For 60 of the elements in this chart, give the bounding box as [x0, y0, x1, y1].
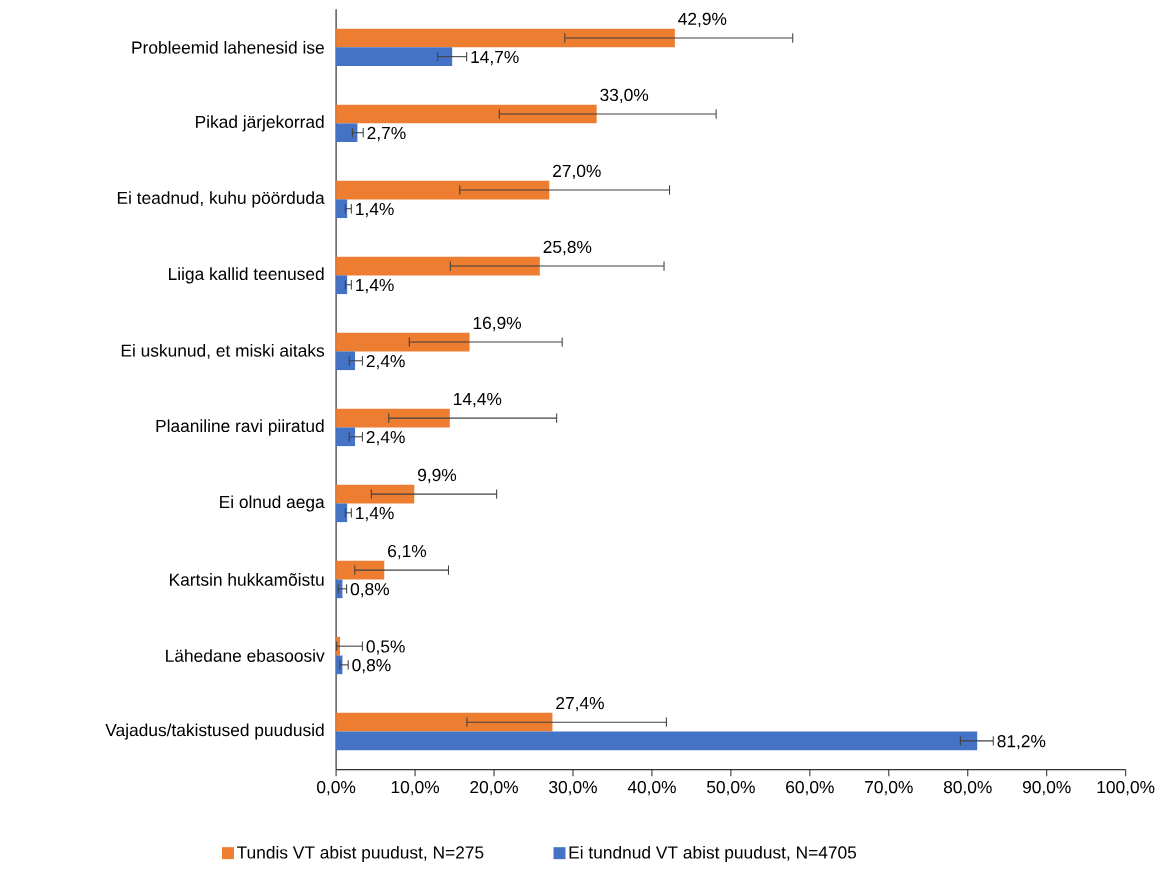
bar	[336, 561, 385, 580]
bar	[336, 408, 450, 428]
y-tick-label: Vajadus/takistused puudusid	[105, 723, 324, 740]
y-tick-label: Lähedane ebasoosiv	[166, 649, 325, 663]
x-tick-label: 60,0%	[786, 781, 834, 796]
x-tick-label: 40,0%	[627, 781, 676, 796]
x-tick-label: 20,0%	[470, 781, 518, 796]
bar	[336, 503, 348, 523]
bar	[336, 731, 978, 751]
x-tick-label: 10,0%	[391, 781, 440, 796]
bar	[336, 28, 675, 48]
data-label: 16,9%	[473, 317, 522, 332]
bar	[336, 123, 358, 143]
x-tick-label: 50,0%	[706, 781, 755, 796]
bar	[336, 713, 553, 732]
data-label: 25,8%	[543, 241, 592, 256]
data-label: 1,4%	[356, 203, 394, 218]
bar	[336, 351, 356, 371]
y-tick-label: Pikad järjekorrad	[196, 115, 324, 132]
x-tick-label: 80,0%	[943, 781, 992, 796]
data-label: 81,2%	[997, 735, 1046, 750]
y-tick-label: Probleemid lahenesid ise	[132, 41, 324, 54]
y-tick-label: Liiga kallid teenused	[169, 267, 324, 284]
bar	[336, 47, 453, 67]
x-tick-label: 70,0%	[865, 781, 913, 796]
bar	[336, 427, 356, 447]
data-label: 27,0%	[553, 164, 601, 180]
x-tick-label: 30,0%	[549, 781, 597, 796]
y-tick-label: Ei olnud aega	[220, 495, 325, 512]
bar	[336, 256, 540, 276]
x-tick-label: 90,0%	[1022, 781, 1071, 796]
data-label: 42,9%	[678, 12, 727, 28]
x-tick-label: 0,0%	[317, 781, 356, 796]
data-label: 14,4%	[454, 393, 502, 408]
data-label: 14,7%	[471, 51, 519, 66]
data-label: 2,4%	[366, 355, 405, 370]
data-label: 1,4%	[356, 279, 394, 294]
bar	[336, 199, 348, 219]
bar	[336, 275, 348, 295]
data-label: 0,8%	[352, 659, 391, 674]
y-tick-label: Ei teadnud, kuhu pöörduda	[117, 191, 325, 208]
data-label: 2,7%	[367, 127, 406, 142]
legend-label: Tundis VT abist puudust, N=275	[237, 846, 484, 863]
bar	[336, 485, 415, 504]
data-label: 0,5%	[366, 640, 405, 655]
x-tick-label: 100,0%	[1097, 781, 1155, 796]
data-label: 27,4%	[556, 697, 604, 712]
y-tick-label: Kartsin hukkamõistu	[170, 573, 324, 587]
y-tick-label: Plaaniline ravi piiratud	[156, 419, 324, 436]
data-label: 1,4%	[356, 507, 394, 522]
data-label: 33,0%	[600, 88, 649, 104]
bar	[336, 104, 597, 124]
legend-label: Ei tundnud VT abist puudust, N=4705	[569, 846, 857, 863]
y-tick-label: Ei uskunud, et miski aitaks	[121, 344, 325, 360]
bar	[336, 332, 470, 352]
bar	[336, 180, 550, 200]
data-label: 0,8%	[350, 583, 389, 598]
data-label: 9,9%	[418, 469, 457, 484]
data-label: 2,4%	[366, 431, 405, 446]
data-label: 6,1%	[388, 545, 427, 560]
